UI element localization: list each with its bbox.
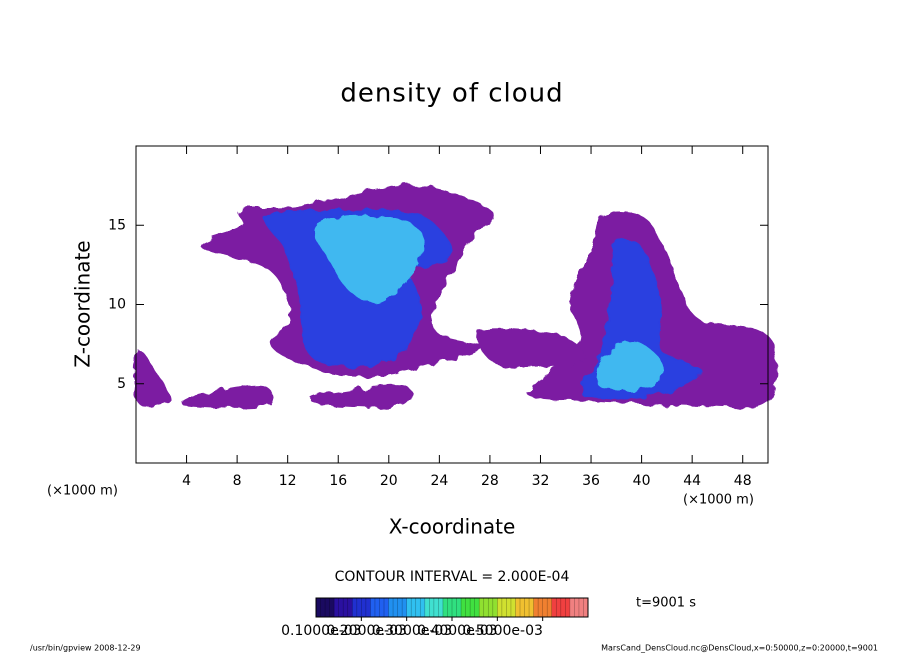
colorbar-band xyxy=(515,598,535,617)
colorbar-band xyxy=(334,598,353,617)
colorbar-tick-label: 0.4000e-03 xyxy=(417,623,497,639)
x-tick-label: 44 xyxy=(683,473,701,489)
contour-region xyxy=(595,340,663,391)
x-tick-label: 16 xyxy=(329,473,347,489)
colorbar-band xyxy=(388,598,408,617)
contour-fill xyxy=(133,185,777,409)
colorbar-band xyxy=(533,598,553,617)
colorbar-band xyxy=(442,598,462,617)
x-axis-label: X-coordinate xyxy=(389,515,516,539)
colorbar-band xyxy=(316,598,335,617)
x-tick-label: 36 xyxy=(582,473,600,489)
x-tick-label: 48 xyxy=(734,473,752,489)
colorbar-band xyxy=(424,598,444,617)
colorbar-tick-label: 0.5000e-03 xyxy=(462,623,542,639)
colorbar-band xyxy=(370,598,390,617)
chart-title: density of cloud xyxy=(340,79,563,109)
colorbar-band xyxy=(406,598,426,617)
footer-right: MarsCand_DensCloud.nc@DensCloud,x=0:5000… xyxy=(601,644,878,653)
colorbar-tick-label: 0.1000e-03 xyxy=(281,623,361,639)
x-tick-label: 8 xyxy=(233,473,242,489)
colorbar-band xyxy=(352,598,371,617)
contour-region xyxy=(313,215,425,304)
colorbar-tick-label: 0.2000e-03 xyxy=(326,623,406,639)
y-tick-label: 10 xyxy=(108,297,126,313)
contour-region xyxy=(180,384,273,409)
x-tick-label: 12 xyxy=(279,473,297,489)
y-tick-label: 5 xyxy=(117,376,126,392)
x-tick-label: 32 xyxy=(532,473,550,489)
y-unit: (×1000 m) xyxy=(47,484,118,499)
footer-left: /usr/bin/gpview 2008-12-29 xyxy=(30,644,141,653)
colorbar-tick-label: 0.3000e-03 xyxy=(372,623,452,639)
x-tick-label: 28 xyxy=(481,473,499,489)
contour-interval: CONTOUR INTERVAL = 2.000E-04 xyxy=(335,569,570,585)
contour-region xyxy=(310,384,412,409)
colorbar-band xyxy=(479,598,498,617)
x-unit: (×1000 m) xyxy=(683,493,754,508)
contour-region xyxy=(477,328,585,369)
contour-region xyxy=(133,349,172,407)
time-label: t=9001 s xyxy=(636,596,696,611)
x-tick-label: 20 xyxy=(380,473,398,489)
y-tick-label: 15 xyxy=(108,217,126,233)
colorbar-band xyxy=(461,598,480,617)
colorbar-band xyxy=(569,598,589,617)
x-tick-label: 24 xyxy=(430,473,448,489)
x-tick-label: 4 xyxy=(182,473,191,489)
colorbar-band xyxy=(497,598,516,617)
x-tick-label: 40 xyxy=(633,473,651,489)
y-axis-label: Z-coordinate xyxy=(71,240,95,367)
colorbar-band xyxy=(551,598,571,617)
